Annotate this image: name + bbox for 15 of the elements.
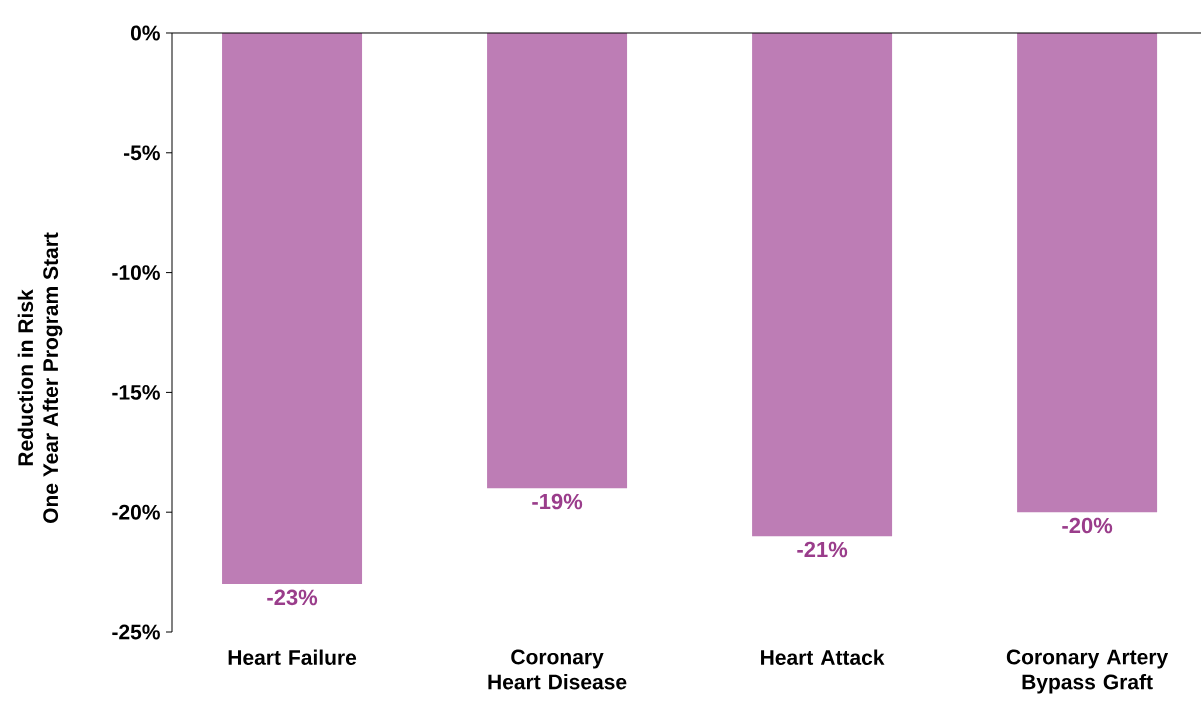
data-label: -21% <box>797 541 848 558</box>
data-label: -20% <box>1062 517 1113 534</box>
y-tick-label: -15% <box>112 384 160 400</box>
x-tick-label: Coronary Heart Disease <box>488 649 627 690</box>
data-label: -23% <box>267 589 318 606</box>
x-tick-label: Coronary Artery Bypass Graft <box>1006 649 1169 694</box>
y-tick-label: -20% <box>112 504 160 520</box>
y-tick-label: -10% <box>112 265 160 281</box>
y-axis-title: Reduction in Risk One Year After Program Start <box>17 232 63 524</box>
x-tick-label: Heart Failure <box>228 649 357 665</box>
x-tick-label: Heart Attack <box>761 649 885 665</box>
data-label: -19% <box>532 493 583 510</box>
y-tick-label: -25% <box>112 624 160 640</box>
y-tick-label: -5% <box>123 145 160 161</box>
y-tick-label: 0% <box>130 25 160 41</box>
